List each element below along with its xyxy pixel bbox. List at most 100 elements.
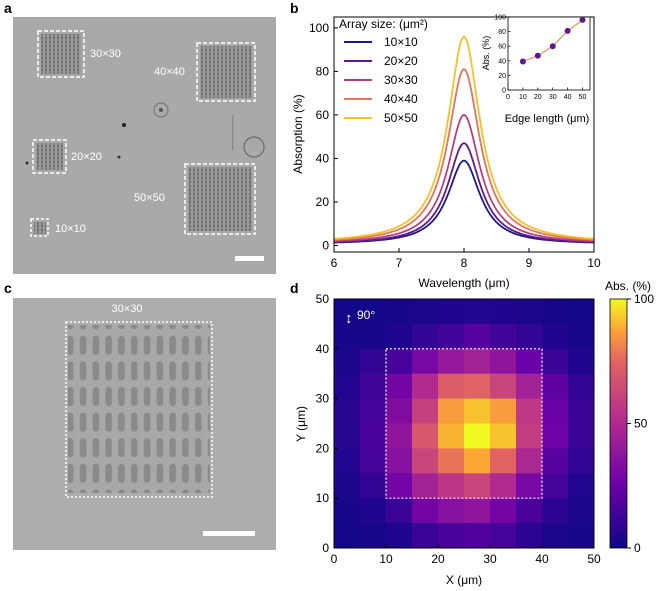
d-heatmap-cell <box>334 348 361 375</box>
d-heatmap-cell <box>334 498 361 524</box>
d-heatmap-cell <box>360 348 387 375</box>
d-heatmap-cell <box>516 523 543 549</box>
d-array-region <box>385 348 543 499</box>
d-heatmap-cell <box>490 523 517 549</box>
d-xtick-label: 30 <box>483 552 497 566</box>
d-heatmap-cell <box>438 373 465 399</box>
d-xtick-label: 10 <box>379 552 393 566</box>
d-heatmap-cell <box>542 398 569 424</box>
d-heatmap-cell <box>438 523 465 549</box>
d-heatmap-cell <box>334 473 361 499</box>
d-heatmap-cell <box>360 323 387 350</box>
d-heatmap-cell <box>438 423 465 449</box>
d-heatmap-cell <box>516 373 543 399</box>
d-heatmap-cell <box>412 498 439 524</box>
panel-label-a: a <box>4 0 12 16</box>
d-heatmap-cell <box>412 373 439 399</box>
d-colorbar-title: Abs. (%) <box>605 279 651 293</box>
d-xtick-label: 50 <box>587 552 601 566</box>
panel-d-heatmap: 0 10 20 30 40 50 0 10 20 30 40 50 ↕ 90° X (μm) Y (μ… <box>294 279 654 587</box>
d-heatmap-cell <box>386 448 413 474</box>
d-heatmap-cell <box>464 523 491 549</box>
d-heatmap-cell <box>542 473 569 499</box>
panel-a-image: 30×30 40×40 20×20 50×50 10×10 <box>13 17 276 274</box>
d-heatmap-cell <box>412 523 439 549</box>
d-colorbar <box>609 298 628 549</box>
d-polarization-label: 90° <box>357 308 375 322</box>
b-legend-label: 50×50 <box>384 111 418 125</box>
d-heatmap-cell <box>438 398 465 424</box>
d-heatmap-cell <box>542 423 569 449</box>
d-heatmap-cell <box>386 373 413 399</box>
b-inset-xtick-label: 50 <box>579 94 587 101</box>
d-ytick-label: 10 <box>316 491 330 505</box>
b-inset-point <box>549 43 556 50</box>
b-series-line <box>333 68 595 241</box>
d-ylabel: Y (μm) <box>294 406 308 442</box>
d-heatmap-cell <box>542 448 569 474</box>
d-heatmap-cell <box>490 423 517 449</box>
b-inset-ytick-label: 100 <box>494 15 506 22</box>
b-series-line <box>333 142 595 244</box>
panel-c-image: 30×30 <box>13 298 276 550</box>
b-inset-xtick-label: 0 <box>506 94 510 101</box>
array-zoom-label: 30×30 <box>112 303 143 315</box>
b-inset-ytick-label: 80 <box>498 29 506 36</box>
d-heatmap-cell <box>360 473 387 499</box>
d-heatmap-cell <box>568 448 595 474</box>
d-heatmap-cell <box>412 473 439 499</box>
d-heatmap-cell <box>360 423 387 449</box>
b-series-line <box>334 113 594 242</box>
d-heatmap-cell <box>542 348 569 375</box>
array-zoom-box <box>65 321 213 498</box>
d-colorbar-tick-label: 100 <box>634 292 654 306</box>
b-xlabel: Wavelength (μm) <box>418 276 509 290</box>
b-inset-xtick-label: 30 <box>549 94 557 101</box>
d-heatmap-cell <box>360 498 387 524</box>
d-heatmap-cell <box>464 373 491 399</box>
d-heatmap-cell <box>438 498 465 524</box>
d-heatmap-cell <box>464 473 491 499</box>
panel-label-d: d <box>290 280 299 296</box>
d-heatmap-cell <box>542 523 569 549</box>
d-heatmap-cell <box>386 423 413 449</box>
d-heatmap-cell <box>464 348 491 375</box>
d-heatmap-cell <box>334 523 361 549</box>
b-xtick-label: 8 <box>461 256 468 270</box>
scale-bar-a <box>235 256 264 261</box>
d-heatmap-cell <box>516 423 543 449</box>
scale-bar-c <box>203 531 255 536</box>
array-50x50 <box>188 167 252 231</box>
d-heatmap-cell <box>464 299 491 325</box>
d-heatmap-cell <box>412 299 439 325</box>
d-heatmap-cell <box>516 323 543 350</box>
b-plot-frame <box>333 16 595 253</box>
d-xtick-label: 0 <box>331 552 338 566</box>
d-heatmap-cell <box>386 299 413 325</box>
d-heatmap-cell <box>334 323 361 350</box>
panel-label-b: b <box>290 0 299 16</box>
d-heatmap-cell <box>542 299 569 325</box>
d-heatmap-cell <box>568 498 595 524</box>
b-inset-ytick-label: 40 <box>498 58 506 65</box>
d-heatmap-cell <box>568 523 595 549</box>
d-ytick-label: 20 <box>316 441 330 455</box>
d-heatmap-cell <box>360 523 387 549</box>
d-heatmap-cell <box>360 299 387 325</box>
array-label-40x40: 40×40 <box>154 66 185 78</box>
b-legend-label: 10×10 <box>384 35 418 49</box>
b-inset-xtick-label: 20 <box>534 94 542 101</box>
d-ytick-label: 30 <box>316 392 330 406</box>
d-heatmap-cell <box>412 448 439 474</box>
b-legend-label: 40×40 <box>384 92 418 106</box>
d-heatmap-cell <box>464 423 491 449</box>
b-ytick-label: 40 <box>316 151 330 165</box>
d-heatmap-cell <box>568 348 595 375</box>
b-inset-ticks: 0 10 20 30 40 50 0 20 40 60 80 100 <box>494 15 586 102</box>
d-heatmap-cell <box>464 323 491 350</box>
d-heatmap-cell <box>542 373 569 399</box>
d-heatmap-cell <box>516 473 543 499</box>
d-heatmap-cell <box>490 323 517 350</box>
d-heatmap-cell <box>334 423 361 449</box>
d-heatmap-cells <box>334 299 595 549</box>
